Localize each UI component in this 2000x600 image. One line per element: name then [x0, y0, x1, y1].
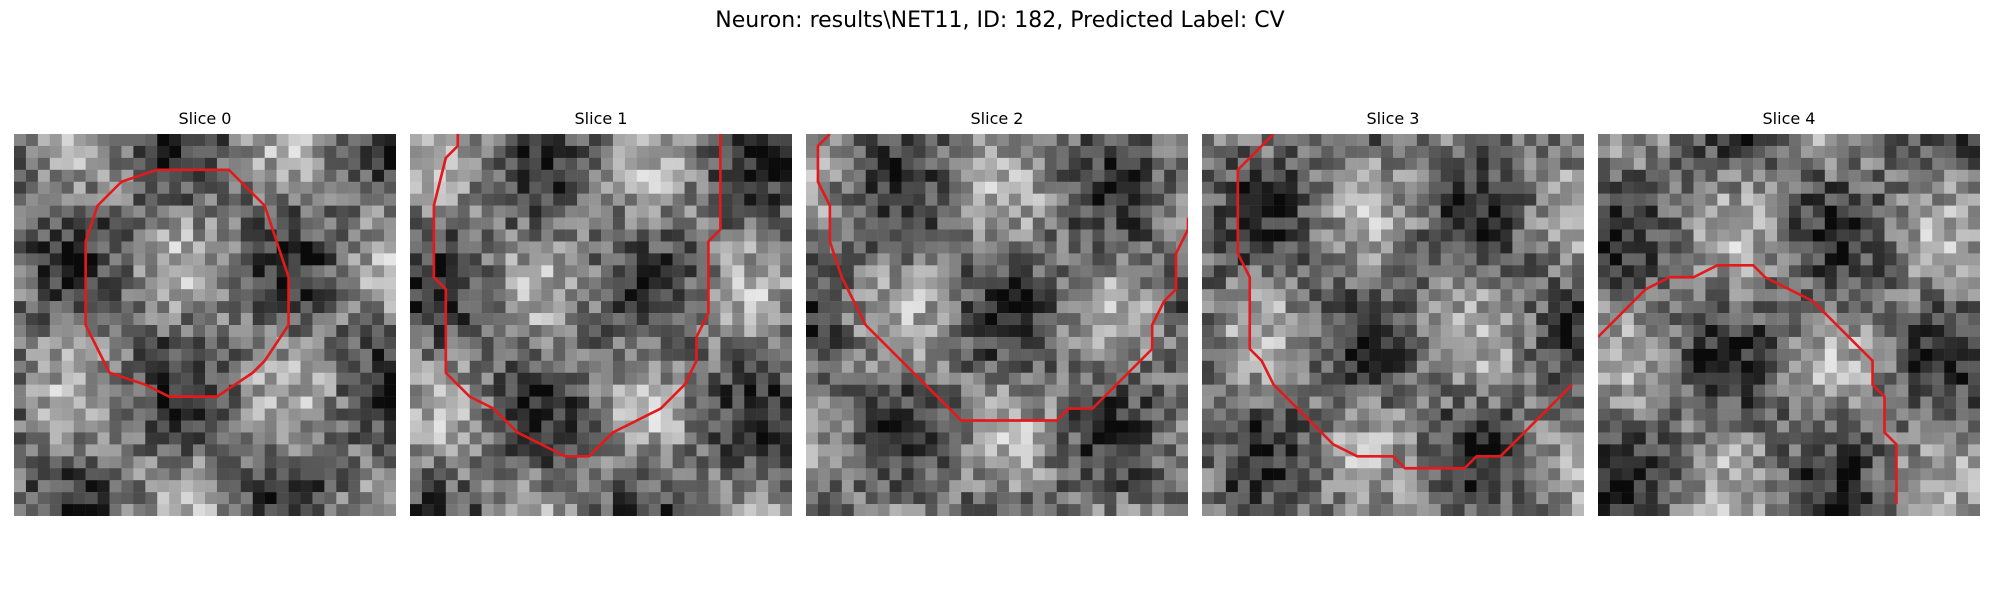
slice-title-0: Slice 0 [178, 109, 232, 128]
slice-image-4 [1598, 134, 1980, 516]
slice-panel-2: Slice 2 [806, 108, 1188, 516]
contour-line-2 [816, 134, 1188, 422]
slice-texture-4 [1598, 134, 1980, 516]
slice-texture-1 [410, 134, 792, 516]
contour-line-4 [1598, 263, 1898, 505]
contour-line-1 [432, 134, 722, 458]
slice-texture-0 [14, 134, 396, 516]
slice-image-1 [410, 134, 792, 516]
slice-title-3: Slice 3 [1366, 109, 1420, 128]
slice-texture-3 [1202, 134, 1584, 516]
contour-line-0 [84, 168, 290, 398]
slice-texture-2 [806, 134, 1188, 516]
slice-image-2 [806, 134, 1188, 516]
slice-panel-4: Slice 4 [1598, 108, 1980, 516]
slice-title-4: Slice 4 [1762, 109, 1816, 128]
slice-image-3 [1202, 134, 1584, 516]
contour-line-3 [1236, 134, 1573, 470]
slice-title-2: Slice 2 [970, 109, 1024, 128]
slice-panel-3: Slice 3 [1202, 108, 1584, 516]
figure-title: Neuron: results\NET11, ID: 182, Predicte… [715, 8, 1285, 33]
slice-panel-0: Slice 0 [14, 108, 396, 516]
slice-title-1: Slice 1 [574, 109, 628, 128]
slice-image-0 [14, 134, 396, 516]
slice-panel-1: Slice 1 [410, 108, 792, 516]
